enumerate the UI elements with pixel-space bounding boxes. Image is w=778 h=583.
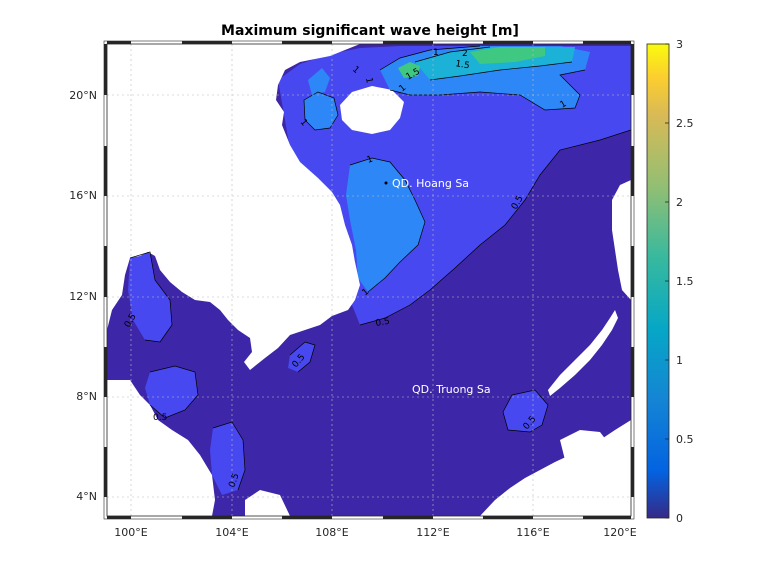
chart-title: Maximum significant wave height [m] [221, 23, 519, 39]
contour-1-central [349, 157, 426, 293]
frame-ticks [104, 41, 634, 519]
colorbar-tick: 1.5 [676, 275, 694, 288]
colorbar-tick: 3 [676, 38, 683, 51]
colorbar-tick: 0 [676, 512, 683, 525]
x-tick-label: 120°E [603, 526, 636, 539]
x-tick-label: 104°E [215, 526, 248, 539]
land-palawan [548, 310, 618, 396]
land-sabah-islands [560, 430, 610, 468]
wave-zone-1 [346, 158, 425, 292]
graticule [107, 44, 631, 516]
contour-1-north [379, 45, 586, 111]
land-malay-peninsula [107, 380, 215, 516]
place-label-hoang-sa: QD. Hoang Sa [392, 177, 469, 190]
colorbar-tick: 1 [676, 354, 683, 367]
contour-label: 1 [366, 154, 375, 165]
contour-label: 0.5 [375, 317, 391, 329]
contour-0-5-sabah [289, 341, 316, 373]
contour-1-tonkin [303, 91, 339, 131]
contour-label: 1.5 [454, 59, 470, 71]
contour-label: 0.5 [153, 413, 167, 423]
wave-zone-0-5-south [210, 422, 245, 495]
wave-zone-0-5-sw [145, 366, 198, 418]
x-tick-label: 116°E [516, 526, 549, 539]
land-sumatra-south [245, 490, 290, 516]
x-tick-label: 108°E [315, 526, 348, 539]
contour-label: 1 [361, 287, 372, 298]
y-axis-labels: 4°N 8°N 12°N 16°N 20°N [69, 89, 97, 503]
contour-labels: 1 1 1 1.5 1.5 2 1 1 1 0.5 1 0.5 0.5 0.5 … [123, 48, 569, 489]
colorbar-tick: 2 [676, 196, 683, 209]
wave-zone-0-5-sabah [288, 342, 315, 372]
x-axis-labels: 100°E 104°E 108°E 112°E 116°E 120°E [114, 526, 636, 539]
contour-label: 0.5 [227, 472, 241, 489]
contour-label: 1 [298, 118, 309, 129]
y-tick-label: 20°N [69, 89, 97, 102]
contour-0-5-south [212, 421, 246, 491]
colorbar: 0 0.5 1 1.5 2 2.5 3 [646, 38, 694, 525]
x-tick-label: 112°E [416, 526, 449, 539]
wave-zone-1-gulf-tonkin [304, 92, 338, 130]
colorbar-tick: 2.5 [676, 117, 694, 130]
contour-lines [129, 45, 631, 491]
wave-zone-0-5-gulf-thailand [128, 252, 172, 342]
contour-label: 1 [363, 77, 374, 84]
land-hainan [340, 86, 404, 134]
contour-label: 2 [462, 49, 468, 59]
contour-label: 1 [559, 99, 569, 111]
land-philippines [612, 180, 631, 300]
y-tick-label: 12°N [69, 290, 97, 303]
wave-zone-1-north [308, 68, 330, 95]
contour-label: 1 [398, 83, 409, 94]
contour-0-5-main [359, 129, 631, 326]
contour-label: 1 [433, 48, 439, 58]
contour-1-5 [414, 46, 573, 81]
wave-zone-2 [470, 47, 545, 64]
hoang-sa-marker [384, 181, 388, 185]
contour-0-5-natuna [502, 389, 549, 433]
colorbar-tick: 0.5 [676, 433, 694, 446]
land-mainland [107, 44, 360, 370]
wave-zone-0-5-natuna [503, 390, 548, 432]
place-label-truong-sa: QD. Truong Sa [412, 383, 491, 396]
y-tick-label: 8°N [76, 390, 97, 403]
contour-label: 1 [350, 65, 361, 76]
map-area [107, 44, 631, 516]
contour-0-5-sw [149, 365, 199, 419]
x-tick-label: 100°E [114, 526, 147, 539]
y-tick-label: 4°N [76, 490, 97, 503]
wave-zone-1-5-small [398, 62, 420, 78]
y-tick-label: 16°N [69, 189, 97, 202]
contour-0-5-west [129, 251, 173, 343]
